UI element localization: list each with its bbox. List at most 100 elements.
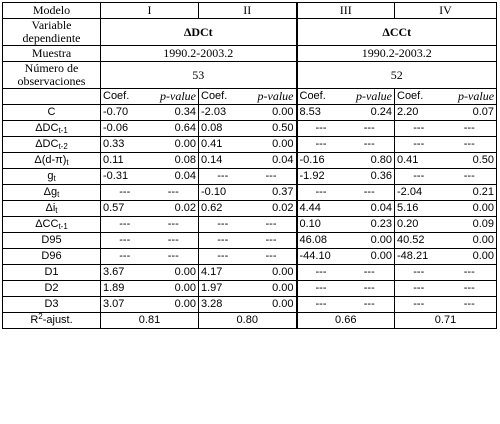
variable-label-subscript: t-2: [58, 142, 68, 151]
variable-label-main: C: [47, 106, 56, 118]
coef-value-ii: ---: [198, 232, 247, 249]
coef-label-i: Coef.: [100, 88, 149, 105]
table-row: D95 --- --- --- --- 46.08 0.00 40.52 0.00: [2, 232, 498, 249]
pvalue-value-ii: ---: [246, 216, 297, 233]
pvalue-value-i: ---: [148, 232, 199, 249]
pvalue-value-iii: 0.24: [344, 104, 395, 121]
variable-label-subscript: t: [66, 158, 69, 167]
variable-label: ΔCCt-1: [2, 216, 101, 233]
coef-value-i: -0.31: [100, 168, 149, 185]
table-row: Δit 0.57 0.02 0.62 0.02 4.44 0.04 5.16 0.00: [2, 200, 498, 217]
coef-value-i: 0.11: [100, 152, 149, 169]
coef-value-ii: -2.03: [198, 104, 247, 121]
r2-value-iv: 0.71: [393, 312, 498, 329]
coef-value-iv: 2.20: [394, 104, 443, 121]
regression-table-container: Modelo I II III IV Variable dependiente …: [2, 2, 498, 329]
coef-value-iii: 0.10: [295, 216, 345, 233]
pvalue-value-iv: ---: [442, 264, 498, 281]
coef-value-ii: 0.08: [198, 120, 247, 137]
pvalue-value-iii: ---: [344, 184, 395, 201]
r2-label: R2-ajust.: [2, 312, 101, 329]
pvalue-value-iii: ---: [344, 280, 395, 297]
coef-value-iv: ---: [394, 168, 443, 185]
model-header-row: Modelo I II III IV: [2, 2, 498, 19]
pvalue-value-iii: 0.00: [344, 232, 395, 249]
pvalue-value-i: ---: [148, 216, 199, 233]
muestra-row: Muestra 1990.2-2003.2 1990.2-2003.2: [2, 45, 498, 62]
pvalue-value-i: 0.08: [148, 152, 199, 169]
coef-value-iii: 46.08: [295, 232, 345, 249]
observations-row: Número de observaciones 53 52: [2, 61, 498, 89]
coef-value-ii: 1.97: [198, 280, 247, 297]
pvalue-value-iii: 0.36: [344, 168, 395, 185]
variable-label-subscript: t-1: [58, 126, 68, 135]
pvalue-label-ii: p-value: [246, 88, 297, 105]
coef-value-i: ---: [100, 232, 149, 249]
coef-value-i: 3.07: [100, 296, 149, 313]
coef-value-iv: 0.41: [394, 152, 443, 169]
coef-value-iii: 4.44: [295, 200, 345, 217]
pvalue-value-i: ---: [148, 248, 199, 265]
pvalue-value-iv: 0.00: [442, 248, 498, 265]
pvalue-value-i: 0.00: [148, 136, 199, 153]
pvalue-value-iii: ---: [344, 120, 395, 137]
pvalue-value-iv: ---: [442, 120, 498, 137]
pvalue-label-i: p-value: [148, 88, 199, 105]
variable-label: D95: [2, 232, 101, 249]
pvalue-value-iv: 0.00: [442, 232, 498, 249]
model-iii-header: III: [295, 2, 395, 19]
coef-value-iv: ---: [394, 264, 443, 281]
pvalue-value-iv: ---: [442, 296, 498, 313]
dep-var-cc: ΔCCt: [295, 18, 498, 46]
pvalue-value-iv: ---: [442, 136, 498, 153]
pvalue-value-iv: 0.07: [442, 104, 498, 121]
modelo-label: Modelo: [2, 2, 101, 19]
pvalue-label-iv: p-value: [442, 88, 498, 105]
muestra-value-2: 1990.2-2003.2: [295, 45, 498, 62]
variable-label-main: Δi: [45, 202, 56, 214]
pvalue-value-ii: ---: [246, 168, 297, 185]
coef-label-iv: Coef.: [394, 88, 443, 105]
variable-label: Δit: [2, 200, 101, 217]
coef-value-i: ---: [100, 216, 149, 233]
observaciones-line1: Número de: [24, 61, 79, 75]
r2-main: R: [30, 314, 39, 326]
pvalue-value-ii: 0.00: [246, 296, 297, 313]
coef-header-row: Coef. p-value Coef. p-value Coef. p-valu…: [2, 88, 498, 105]
pvalue-value-i: 0.00: [148, 280, 199, 297]
variable-label: Δ(d-π)t: [2, 152, 101, 169]
table-row: D1 3.67 0.00 4.17 0.00 --- --- --- ---: [2, 264, 498, 281]
coef-value-iv: -2.04: [394, 184, 443, 201]
variable-label-main: D1: [44, 266, 59, 278]
table-row: ΔDCt-2 0.33 0.00 0.41 0.00 --- --- --- ---: [2, 136, 498, 153]
muestra-label: Muestra: [2, 45, 101, 62]
pvalue-value-iii: ---: [344, 264, 395, 281]
variable-dependiente-line1: Variable: [31, 18, 72, 32]
coef-header-blank: [2, 88, 101, 105]
pvalue-value-i: 0.00: [148, 264, 199, 281]
coef-value-ii: 0.62: [198, 200, 247, 217]
coef-value-iii: ---: [295, 296, 345, 313]
variable-label: D96: [2, 248, 101, 265]
coef-value-iii: ---: [295, 120, 345, 137]
variable-label-subscript: t-1: [58, 222, 68, 231]
model-i-header: I: [100, 2, 199, 19]
table-row: ΔCCt-1 --- --- --- --- 0.10 0.23 0.20 0.09: [2, 216, 498, 233]
table-row: C -0.70 0.34 -2.03 0.00 8.53 0.24 2.20 0.07: [2, 104, 498, 121]
coef-value-iii: ---: [295, 264, 345, 281]
pvalue-value-iv: ---: [442, 280, 498, 297]
variable-label-subscript: t: [57, 190, 60, 199]
coef-value-ii: 0.14: [198, 152, 247, 169]
pvalue-value-ii: 0.50: [246, 120, 297, 137]
pvalue-value-iv: 0.09: [442, 216, 498, 233]
observaciones-line2: observaciones: [17, 74, 86, 88]
coef-value-ii: -0.10: [198, 184, 247, 201]
observaciones-label: Número de observaciones: [2, 61, 101, 89]
coef-value-i: ---: [100, 184, 149, 201]
coef-value-iv: ---: [394, 296, 443, 313]
coef-value-iv: -48.21: [394, 248, 443, 265]
coef-value-iv: ---: [394, 280, 443, 297]
pvalue-value-ii: 0.37: [246, 184, 297, 201]
pvalue-value-i: 0.64: [148, 120, 199, 137]
table-row: Δgt --- --- -0.10 0.37 --- --- -2.04 0.21: [2, 184, 498, 201]
